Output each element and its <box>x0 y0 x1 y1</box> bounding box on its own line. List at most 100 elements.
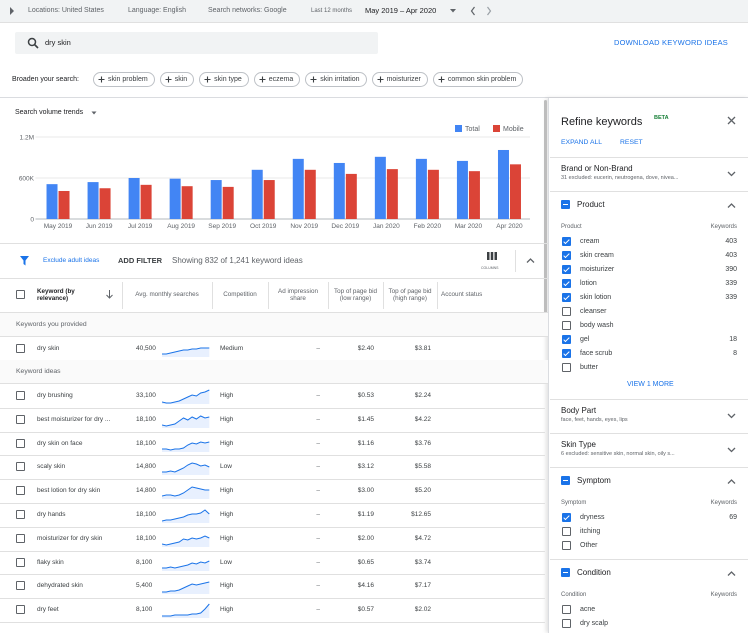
row-checkbox[interactable] <box>16 391 25 400</box>
column-header[interactable]: Avg. monthly searches <box>135 291 199 299</box>
refine-checkbox[interactable] <box>562 541 571 550</box>
expand-all[interactable]: EXPAND ALL <box>561 139 603 146</box>
column-header[interactable]: Account status <box>441 291 483 299</box>
keyword[interactable]: dry skin on face <box>37 440 83 447</box>
refine-checkbox[interactable] <box>562 335 571 344</box>
expand-section[interactable] <box>727 412 736 419</box>
reset[interactable]: RESET <box>620 139 643 146</box>
row-checkbox[interactable] <box>16 534 25 543</box>
column-header[interactable]: Top of page bid (low range) <box>333 287 378 303</box>
refine-item[interactable]: acne <box>580 606 596 613</box>
keyword[interactable]: scaly skin <box>37 463 66 470</box>
refine-item[interactable]: moisturizer <box>580 266 615 273</box>
chip[interactable]: eczema <box>253 72 301 87</box>
refine-checkbox[interactable] <box>562 265 571 274</box>
refine-section-title[interactable]: Brand or Non-Brand <box>561 164 633 173</box>
refine-checkbox[interactable] <box>562 527 571 536</box>
chart-title-dropdown[interactable] <box>91 111 97 116</box>
row-checkbox[interactable] <box>16 415 25 424</box>
search-box[interactable] <box>15 32 378 54</box>
refine-item[interactable]: skin cream <box>580 252 614 259</box>
refine-item[interactable]: itching <box>580 528 601 535</box>
refine-item[interactable]: butter <box>580 364 598 371</box>
period-prev[interactable] <box>470 6 476 16</box>
section-toggle[interactable] <box>561 568 570 577</box>
chip[interactable]: moisturizer <box>371 72 428 87</box>
refine-section-title[interactable]: Skin Type <box>561 440 596 449</box>
keyword[interactable]: dry hands <box>37 511 66 518</box>
row-checkbox[interactable] <box>16 344 25 353</box>
collapse-section[interactable] <box>727 478 736 485</box>
keyword[interactable]: flaky skin <box>37 559 64 566</box>
keyword[interactable]: dry feet <box>37 606 59 613</box>
keyword[interactable]: moisturizer for dry skin <box>37 535 103 542</box>
keyword[interactable]: dry skin <box>37 345 60 352</box>
refine-checkbox[interactable] <box>562 251 571 260</box>
column-header[interactable]: Ad impression share <box>278 287 318 303</box>
refine-checkbox[interactable] <box>562 363 571 372</box>
row-checkbox[interactable] <box>16 486 25 495</box>
keyword[interactable]: dehydrated skin <box>37 582 83 589</box>
columns-icon[interactable] <box>487 252 497 260</box>
row-checkbox[interactable] <box>16 510 25 519</box>
chart-title[interactable]: Search volume trends <box>15 109 84 116</box>
chip[interactable]: skin irritation <box>305 72 367 87</box>
collapse-section[interactable] <box>727 202 736 209</box>
network-filter[interactable]: Search networks: Google <box>208 7 287 14</box>
refine-section-title[interactable]: Condition <box>577 568 611 577</box>
filter-icon[interactable] <box>20 256 29 266</box>
period-next[interactable] <box>486 6 492 16</box>
search-query[interactable]: dry skin <box>45 38 71 47</box>
collapse-chart[interactable] <box>526 257 535 264</box>
section-toggle[interactable] <box>561 476 570 485</box>
refine-checkbox[interactable] <box>562 321 571 330</box>
keyword[interactable]: best moisturizer for dry ... <box>37 416 111 423</box>
refine-item[interactable]: skin lotion <box>580 294 612 301</box>
refine-checkbox[interactable] <box>562 307 571 316</box>
add-filter[interactable]: ADD FILTER <box>118 256 163 265</box>
refine-item[interactable]: dry scalp <box>580 620 609 627</box>
row-checkbox[interactable] <box>16 581 25 590</box>
chip[interactable]: common skin problem <box>432 72 524 87</box>
section-toggle[interactable] <box>561 200 570 209</box>
exclude-adult[interactable]: Exclude adult ideas <box>43 257 100 264</box>
period-range[interactable]: May 2019 – Apr 2020 <box>365 6 437 15</box>
language-filter[interactable]: Language: English <box>128 7 186 14</box>
expand-arrow[interactable] <box>9 7 15 15</box>
collapse-section[interactable] <box>727 570 736 577</box>
row-checkbox[interactable] <box>16 462 25 471</box>
period-dropdown[interactable] <box>449 8 457 14</box>
refine-checkbox[interactable] <box>562 237 571 246</box>
expand-section[interactable] <box>727 446 736 453</box>
expand-section[interactable] <box>727 170 736 177</box>
close-refine[interactable] <box>727 116 736 125</box>
view-more[interactable]: VIEW 1 MORE <box>627 381 674 388</box>
columns-label[interactable]: COLUMNS <box>481 266 499 270</box>
location-filter[interactable]: Locations: United States <box>28 7 104 14</box>
refine-checkbox[interactable] <box>562 605 571 614</box>
refine-item[interactable]: body wash <box>580 322 614 329</box>
refine-checkbox[interactable] <box>562 293 571 302</box>
sort-arrow[interactable] <box>106 290 113 299</box>
refine-item[interactable]: face scrub <box>580 350 613 357</box>
column-header[interactable]: Keyword (by relevance) <box>37 287 75 303</box>
row-checkbox[interactable] <box>16 605 25 614</box>
refine-item[interactable]: dryness <box>580 514 605 521</box>
column-header[interactable]: Top of page bid (high range) <box>388 287 432 303</box>
chip[interactable]: skin type <box>199 72 249 87</box>
download-button[interactable]: DOWNLOAD KEYWORD IDEAS <box>614 38 728 47</box>
refine-checkbox[interactable] <box>562 513 571 522</box>
refine-checkbox[interactable] <box>562 619 571 628</box>
select-all-checkbox[interactable] <box>16 290 25 299</box>
row-checkbox[interactable] <box>16 439 25 448</box>
refine-item[interactable]: gel <box>580 336 590 343</box>
refine-item[interactable]: cream <box>580 238 600 245</box>
refine-item[interactable]: cleanser <box>580 308 607 315</box>
chip[interactable]: skin <box>159 72 195 87</box>
chip[interactable]: skin problem <box>93 72 155 87</box>
keyword[interactable]: best lotion for dry skin <box>37 487 101 494</box>
refine-section-title[interactable]: Body Part <box>561 406 597 415</box>
refine-section-title[interactable]: Product <box>577 200 605 209</box>
keyword[interactable]: dry brushing <box>37 392 73 399</box>
refine-section-title[interactable]: Symptom <box>577 476 611 485</box>
